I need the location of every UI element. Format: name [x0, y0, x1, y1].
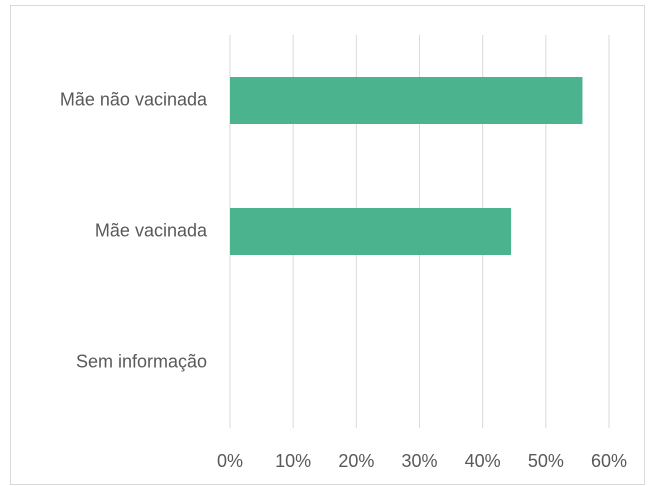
x-tick-label: 60%	[591, 451, 627, 471]
y-tick-label: Mãe vacinada	[95, 220, 208, 240]
chart-border	[10, 5, 645, 485]
x-tick-label: 30%	[401, 451, 437, 471]
x-tick-label: 40%	[465, 451, 501, 471]
x-tick-label: 0%	[217, 451, 243, 471]
x-tick-label: 10%	[275, 451, 311, 471]
x-tick-label: 20%	[338, 451, 374, 471]
y-tick-label: Sem informação	[76, 351, 207, 371]
bar	[230, 208, 512, 255]
y-tick-label: Mãe não vacinada	[60, 89, 208, 109]
bar	[230, 77, 583, 124]
x-tick-label: 50%	[528, 451, 564, 471]
